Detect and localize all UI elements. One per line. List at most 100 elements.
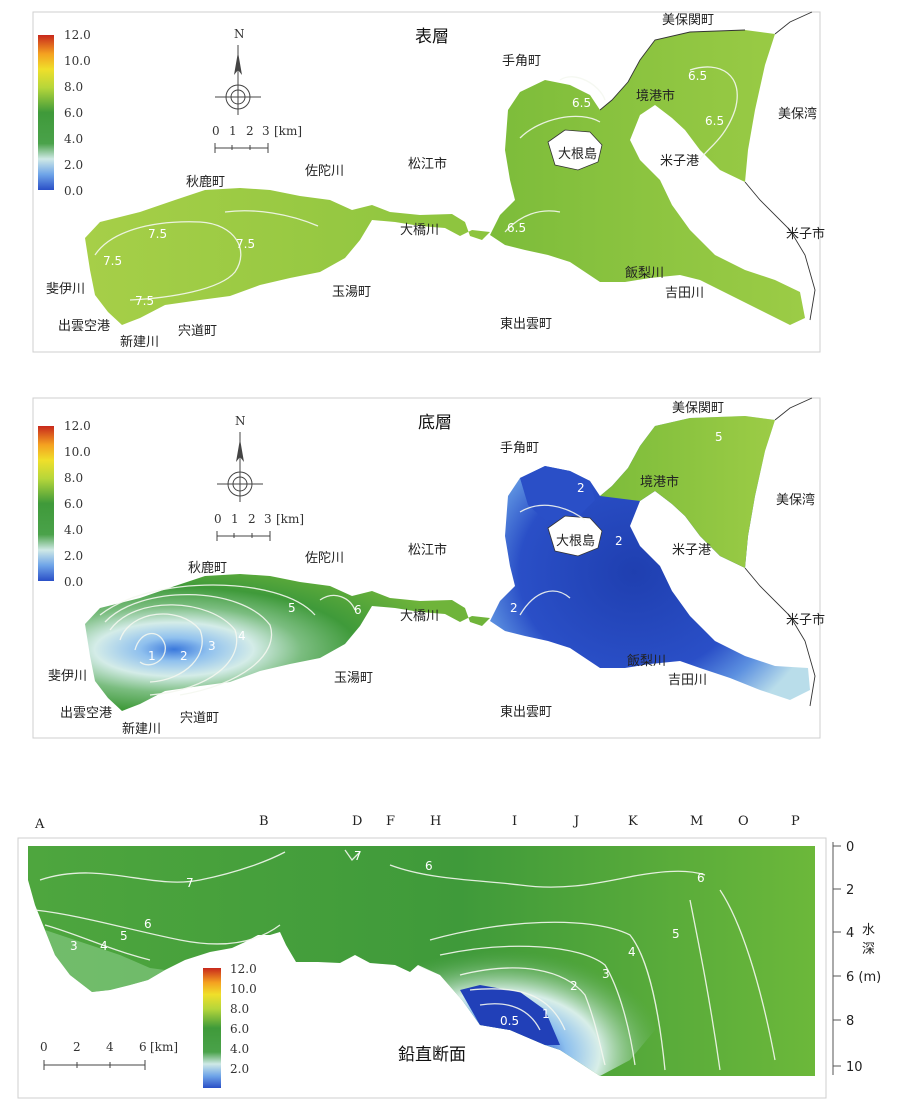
- bottom-contour-label: 5: [288, 601, 296, 615]
- bottom-contour-label: 1: [148, 649, 156, 663]
- station-label: K: [628, 814, 638, 829]
- colorbar-tick: 4.0: [64, 132, 83, 146]
- station-label: H: [430, 814, 441, 829]
- section-contour-label: 3: [602, 967, 610, 981]
- station-label: D: [352, 814, 362, 829]
- depth-axis-label: 水: [862, 923, 875, 938]
- surface-contour-label: 6.5: [705, 114, 724, 128]
- depth-tick: 10: [846, 1060, 863, 1075]
- north-arrow-icon: N: [217, 414, 263, 502]
- svg-text:0: 0: [212, 124, 220, 138]
- colorbar-tick: 6.0: [64, 106, 83, 120]
- bottom-coastline: [744, 567, 816, 707]
- place-label: 松江市: [408, 542, 447, 558]
- bottom-contour-label: 2: [615, 534, 623, 548]
- colorbar-tick: 4.0: [230, 1042, 249, 1056]
- bottom-contour-label: 4: [238, 629, 246, 643]
- colorbar-tick: 12.0: [64, 28, 91, 42]
- section-title: 鉛直断面: [398, 1045, 466, 1065]
- bottom-contour-label: 2: [577, 481, 585, 495]
- section-contour-label: 7: [186, 876, 194, 890]
- depth-tick: 8: [846, 1014, 854, 1029]
- surface-daikonshima-island: [547, 129, 603, 171]
- depth-tick: 2: [846, 883, 854, 898]
- place-label: 米子市: [786, 612, 825, 628]
- section-deep-patch: [460, 985, 560, 1045]
- place-label: 秋鹿町: [186, 174, 225, 190]
- bottom-scale-bar: 0 1 2 3 [km]: [214, 512, 304, 541]
- bottom-coastline: [774, 397, 813, 421]
- surface-contour-label: 7.5: [103, 254, 122, 268]
- svg-text:1: 1: [229, 124, 237, 138]
- colorbar-tick: 6.0: [230, 1022, 249, 1036]
- place-label: 新建川: [120, 334, 159, 350]
- place-label: 斐伊川: [48, 669, 87, 684]
- colorbar-tick: 12.0: [230, 962, 257, 976]
- north-arrow-icon: N: [215, 27, 261, 115]
- svg-text:3: 3: [262, 124, 270, 138]
- surface-contour-label: 6.5: [572, 96, 591, 110]
- place-label: 米子港: [672, 543, 711, 558]
- surface-coastline: [774, 11, 813, 35]
- station-label: P: [791, 814, 800, 829]
- surface-map: 7.5 7.5 7.5 7.5 6.5 6.5 6.5 6.5 12.0 10.…: [32, 11, 825, 353]
- place-label: 手角町: [500, 441, 539, 456]
- svg-text:0: 0: [40, 1040, 48, 1054]
- colorbar-tick: 10.0: [64, 54, 91, 68]
- station-label: O: [738, 814, 749, 829]
- place-label: 手角町: [502, 54, 541, 69]
- surface-colorbar: [38, 35, 54, 190]
- station-label: B: [259, 814, 269, 829]
- svg-text:N: N: [235, 414, 246, 428]
- colorbar-tick: 10.0: [64, 445, 91, 459]
- place-label: 宍道町: [180, 711, 219, 726]
- depth-tick: 4: [846, 926, 854, 941]
- svg-text:[km]: [km]: [276, 512, 304, 526]
- colorbar-tick: 2.0: [230, 1062, 249, 1076]
- colorbar-tick: 2.0: [64, 549, 83, 563]
- section-contour-label: 3: [70, 939, 78, 953]
- section-contour-label: 5: [672, 927, 680, 941]
- surface-contour-label: 6.5: [688, 69, 707, 83]
- place-label: 新建川: [122, 721, 161, 737]
- place-label: 米子市: [786, 226, 825, 242]
- section-contour-label: 5: [120, 929, 128, 943]
- place-label: 吉田川: [668, 673, 707, 688]
- section-low-oxygen-zone: [415, 928, 655, 1076]
- surface-contour-label: 7.5: [236, 237, 255, 251]
- svg-text:2: 2: [248, 512, 256, 526]
- bottom-contour-label: 2: [510, 601, 518, 615]
- svg-text:[km]: [km]: [150, 1040, 178, 1054]
- colorbar-tick: 0.0: [64, 184, 83, 198]
- surface-contour-label: 6.5: [507, 221, 526, 235]
- colorbar-tick: 6.0: [64, 497, 83, 511]
- section-contour-label: 2: [570, 979, 578, 993]
- depth-tick: 0: [846, 840, 854, 855]
- section-shinji-bottom: [45, 930, 165, 992]
- vertical-section: 7 7 6 6 6 5 5 4 4 3 3 2 1 0.5 A B D F H …: [17, 814, 881, 1099]
- station-label: A: [34, 817, 45, 832]
- svg-text:N: N: [234, 27, 245, 41]
- place-label: 美保関町: [672, 401, 724, 416]
- place-label: 玉湯町: [334, 671, 373, 686]
- bottom-contour-label: 2: [180, 649, 188, 663]
- place-label: 境港市: [640, 474, 679, 490]
- section-contour-label: 6: [144, 917, 152, 931]
- bottom-lake-shinji: [85, 574, 490, 711]
- section-contour-label: 4: [628, 945, 636, 959]
- station-label: I: [512, 814, 517, 829]
- place-label: 出雲空港: [58, 319, 110, 334]
- surface-contour-label: 7.5: [135, 294, 154, 308]
- colorbar-tick: 4.0: [64, 523, 83, 537]
- svg-text:3: 3: [264, 512, 272, 526]
- place-label: 吉田川: [665, 286, 704, 301]
- svg-text:2: 2: [246, 124, 254, 138]
- colorbar-tick: 8.0: [64, 471, 83, 485]
- bottom-contour-label: 6: [354, 603, 362, 617]
- section-contour-label: 6: [697, 871, 705, 885]
- svg-text:0: 0: [214, 512, 222, 526]
- place-label: 佐陀川: [305, 163, 344, 179]
- svg-text:4: 4: [106, 1040, 114, 1054]
- bottom-mihowan-area: [600, 416, 775, 568]
